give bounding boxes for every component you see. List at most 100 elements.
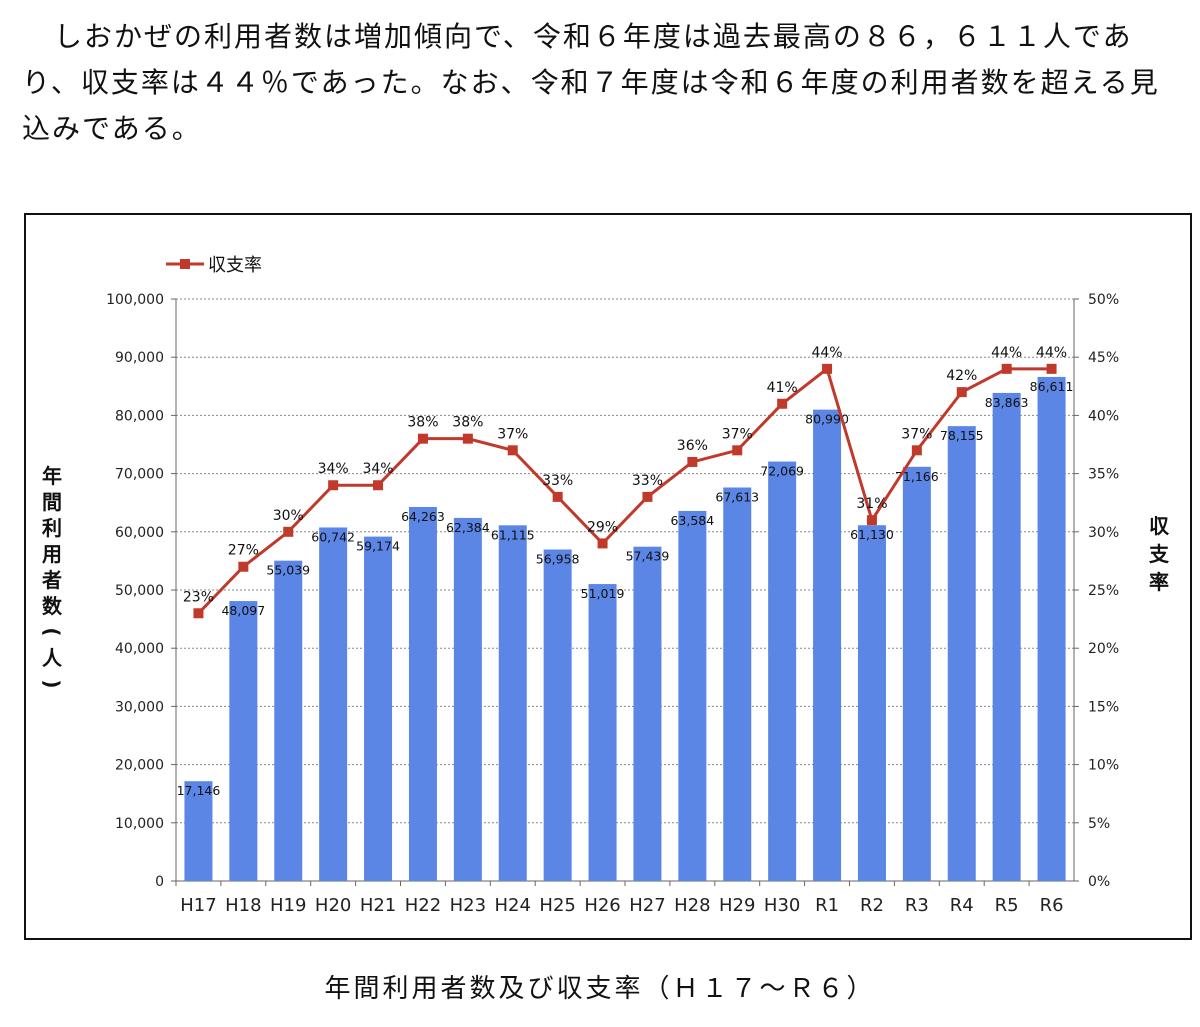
bar — [947, 426, 976, 881]
bar — [723, 487, 752, 881]
y-right-tick-label: 45% — [1088, 350, 1119, 366]
line-value-label: 31% — [856, 496, 887, 512]
line-value-label: 34% — [318, 461, 349, 477]
line-point — [956, 387, 967, 398]
bar-value-label: 55,039 — [266, 563, 310, 578]
line-point — [283, 526, 294, 537]
bar-value-label: 48,097 — [221, 603, 265, 618]
bar — [588, 584, 617, 881]
bar-value-label: 72,069 — [760, 464, 804, 479]
bar — [229, 601, 258, 881]
line-value-label: 34% — [362, 461, 393, 477]
bar — [633, 546, 662, 881]
line-value-label: 33% — [542, 473, 573, 489]
bar-value-label: 71,166 — [895, 469, 939, 484]
y-left-tick-label: 30,000 — [115, 699, 164, 715]
y-left-tick-label: 10,000 — [115, 816, 164, 832]
bar-value-label: 61,130 — [850, 527, 894, 542]
bar — [543, 549, 572, 881]
line-point — [911, 445, 922, 456]
bar — [319, 527, 348, 881]
x-tick-label: H23 — [450, 895, 486, 916]
line-value-label: 27% — [228, 543, 259, 559]
line-point — [777, 398, 788, 409]
bar — [184, 781, 213, 881]
bar-value-label: 61,115 — [491, 527, 535, 542]
y-left-axis-title-char: 年 — [42, 464, 62, 488]
line-value-label: 44% — [811, 345, 842, 361]
y-left-tick-label: 0 — [155, 874, 164, 890]
y-right-tick-label: 10% — [1088, 758, 1119, 774]
line-point — [1001, 363, 1012, 374]
line-value-label: 44% — [1036, 345, 1067, 361]
y-left-axis-title-char: 利 — [42, 516, 62, 540]
line-point — [417, 433, 428, 444]
line-value-label: 33% — [632, 473, 663, 489]
bar-value-label: 60,742 — [311, 529, 355, 544]
bar — [768, 461, 797, 881]
line-point — [822, 363, 833, 374]
x-tick-label: R1 — [815, 895, 839, 916]
y-right-tick-label: 0% — [1088, 874, 1110, 890]
y-right-tick-label: 15% — [1088, 699, 1119, 715]
line-value-label: 23% — [183, 589, 214, 605]
line-point — [507, 445, 518, 456]
bar — [992, 392, 1021, 881]
y-right-tick-label: 25% — [1088, 583, 1119, 599]
y-left-axis-title-char: 間 — [42, 490, 62, 514]
chart-frame: 0 0% 10,000 5% 20,000 10% 30,000 15% 40,000 20% 50… — [24, 213, 1192, 940]
y-right-tick-label: 30% — [1088, 525, 1119, 541]
bar — [902, 466, 931, 881]
bar — [678, 510, 707, 881]
intro-paragraph: しおかぜの利用者数は増加傾向で、令和６年度は過去最高の８６，６１１人であり、収支… — [22, 20, 1160, 145]
y-left-axis-title-char: 人 — [42, 646, 63, 670]
line-point — [238, 561, 249, 572]
bar-value-label: 63,584 — [670, 513, 714, 528]
x-tick-label: H26 — [584, 895, 620, 916]
y-left-tick-label: 80,000 — [115, 408, 164, 424]
bar — [813, 409, 842, 881]
y-right-axis-title-char: 率 — [1149, 570, 1169, 594]
line-value-label: 29% — [587, 519, 618, 535]
chart-caption: 年間利用者数及び収支率（Ｈ１７～Ｒ６） — [324, 974, 876, 1004]
y-left-tick-label: 60,000 — [115, 525, 164, 541]
x-tick-label: H22 — [405, 895, 441, 916]
y-left-axis-title-char: ) — [40, 679, 64, 688]
line-point — [597, 538, 608, 549]
legend-marker — [180, 259, 190, 269]
line-value-label: 37% — [497, 426, 528, 442]
bar — [857, 525, 886, 881]
x-tick-label: R4 — [950, 895, 974, 916]
y-left-tick-label: 90,000 — [115, 350, 164, 366]
y-left-tick-label: 20,000 — [115, 758, 164, 774]
bar-value-label: 62,384 — [446, 520, 490, 535]
line-value-label: 37% — [901, 426, 932, 442]
line-point — [1046, 363, 1057, 374]
y-right-tick-label: 20% — [1088, 641, 1119, 657]
y-right-axis-title-char: 支 — [1149, 542, 1170, 566]
x-tick-label: H19 — [270, 895, 306, 916]
line-point — [552, 491, 563, 502]
x-tick-label: R6 — [1040, 895, 1064, 916]
line-point — [328, 480, 339, 491]
bar — [453, 517, 482, 881]
bar-value-label: 59,174 — [356, 539, 400, 554]
x-tick-label: H29 — [719, 895, 755, 916]
x-tick-label: R5 — [995, 895, 1019, 916]
line-value-label: 42% — [946, 368, 977, 384]
x-tick-label: H28 — [674, 895, 710, 916]
bar-value-label: 51,019 — [581, 586, 625, 601]
line-value-label: 36% — [677, 438, 708, 454]
bar — [274, 560, 303, 881]
bar-value-label: 64,263 — [401, 509, 445, 524]
line-value-label: 38% — [452, 415, 483, 431]
bar — [1037, 376, 1066, 881]
y-left-axis-title-char: 数 — [42, 594, 63, 618]
line-point — [687, 456, 698, 467]
combo-chart: 0 0% 10,000 5% 20,000 10% 30,000 15% 40,000 20% 50… — [40, 255, 1170, 916]
x-tick-label: H24 — [495, 895, 531, 916]
y-right-tick-label: 5% — [1088, 816, 1110, 832]
bar — [498, 525, 527, 881]
y-left-axis-title-char: 用 — [42, 542, 62, 566]
bar-value-label: 80,990 — [805, 412, 849, 427]
